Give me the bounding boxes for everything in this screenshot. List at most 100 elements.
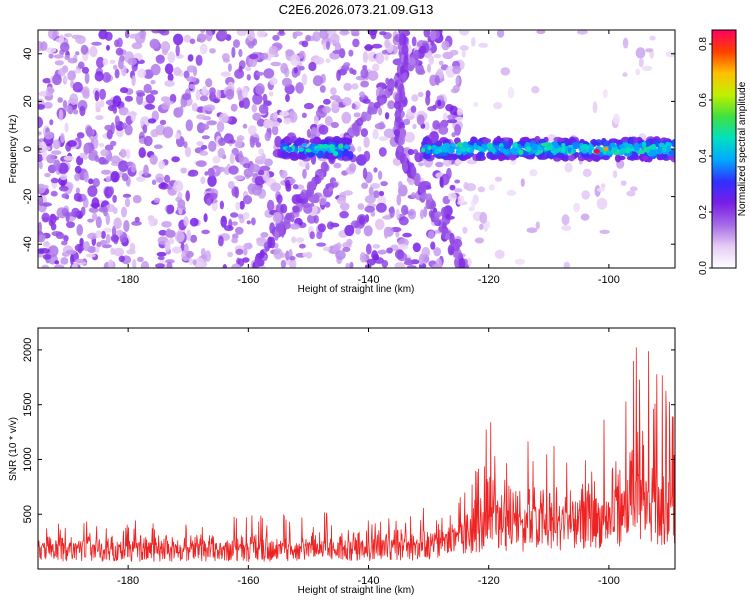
spectrogram-cell: [106, 44, 110, 51]
spectrogram-cell: [46, 154, 56, 164]
spectrogram-cell: [257, 86, 265, 94]
spectrogram-cell: [247, 125, 257, 136]
spectrogram-cell: [412, 242, 421, 253]
spectrogram-cell: [336, 69, 341, 82]
spectrogram-cell: [486, 151, 494, 159]
spectrogram-cell: [242, 212, 250, 220]
spectrogram-cell: [603, 147, 609, 151]
spectrogram-cell: [363, 225, 373, 237]
spectrogram-cell: [194, 257, 205, 268]
spectrogram-cell: [283, 117, 292, 125]
spectrogram-cell: [137, 256, 144, 262]
spectrogram-cell: [395, 208, 400, 219]
spectrogram-cell: [418, 69, 426, 75]
spectrogram-cell: [136, 92, 146, 97]
spectrogram-cell: [76, 155, 84, 166]
spectrogram-cell: [378, 190, 385, 197]
spectrogram-cell: [449, 49, 459, 56]
spectrogram-cell: [285, 250, 290, 261]
spectrogram-cell: [427, 63, 431, 73]
spectrogram-cell: [449, 148, 455, 154]
spectrogram-cell: [472, 194, 479, 205]
spectrogram-cell: [153, 144, 163, 149]
spectrogram-cell: [461, 155, 471, 160]
spectrogram-cell: [114, 115, 120, 126]
spectrogram-cell: [246, 220, 251, 225]
spectrogram-cell: [499, 146, 504, 153]
spectrogram-cell: [386, 247, 393, 254]
spectrogram-cell: [473, 142, 478, 150]
spectrogram-cell: [301, 112, 307, 119]
spectrogram-cell: [330, 33, 340, 44]
spectrogram-cell: [429, 30, 437, 41]
spectrogram-cell: [149, 38, 160, 49]
spectrogram-cell: [60, 257, 69, 265]
spectrogram-cell: [127, 57, 137, 66]
spectrogram-cell: [205, 30, 213, 42]
spectrogram-cell: [83, 171, 89, 183]
spectrogram-cell: [228, 165, 239, 175]
spectrogram-cell: [238, 48, 243, 58]
spectrogram-cell: [103, 205, 108, 217]
spectrogram-cell: [323, 98, 331, 105]
spectrogram-cell: [200, 123, 210, 131]
spectrogram-cell: [204, 171, 209, 176]
colorbar-tick-label: 0.0: [698, 261, 709, 275]
spectrogram-cell: [206, 120, 217, 126]
spectrogram-cell: [423, 30, 431, 38]
spectrogram-cell: [165, 228, 172, 237]
spectrogram-cell: [44, 131, 54, 140]
spectrogram-cell: [447, 192, 457, 201]
spectrogram-cell: [567, 147, 572, 153]
spectrogram-cell: [278, 30, 285, 35]
spectrogram-cell: [201, 135, 210, 140]
spectrogram-cell: [289, 110, 295, 117]
spectrogram-cell: [189, 217, 199, 227]
spectrogram-y-tick-label: -20: [22, 189, 34, 205]
spectrogram-cell: [445, 215, 455, 220]
spectrogram-cell: [222, 264, 227, 268]
spectrogram-cell: [635, 47, 646, 59]
spectrogram-cell: [167, 72, 174, 82]
spectrogram-cell: [339, 202, 350, 211]
spectrogram-cell: [494, 249, 505, 259]
spectrogram-cell: [406, 265, 417, 268]
spectrogram-heatmap: [38, 30, 675, 268]
spectrogram-x-tick-label: -100: [598, 274, 620, 286]
spectrogram-cell: [231, 185, 238, 197]
spectrogram-cell: [207, 175, 217, 187]
spectrogram-cell: [298, 160, 307, 167]
spectrogram-cell: [113, 217, 122, 230]
spectrogram-cell: [459, 45, 469, 51]
spectrogram-cell: [382, 215, 393, 220]
spectrogram-cell: [289, 256, 296, 261]
spectrogram-cell: [92, 178, 100, 188]
spectrogram-cell: [38, 90, 49, 97]
spectrogram-cell: [58, 185, 69, 192]
spectrogram-cell: [447, 114, 456, 120]
spectrogram-y-tick-label: 20: [22, 95, 34, 107]
spectrogram-cell: [48, 53, 54, 59]
spectrogram-cell: [158, 182, 169, 190]
spectrogram-cell: [231, 237, 239, 244]
spectrogram-cell: [371, 250, 378, 261]
spectrogram-cell: [568, 154, 575, 162]
spectrogram-cell: [411, 165, 417, 178]
spectrogram-cell: [326, 221, 335, 230]
spectrogram-cell: [451, 143, 456, 148]
spectrogram-cell: [423, 121, 430, 131]
spectrogram-cell: [118, 106, 129, 116]
spectrogram-cell: [262, 93, 268, 103]
spectrogram-cell: [638, 149, 645, 155]
spectrogram-cell: [284, 136, 290, 145]
spectrogram-cell: [241, 86, 248, 99]
spectrogram-cell: [425, 149, 431, 154]
spectrogram-cell: [263, 158, 273, 167]
spectrogram-cell: [447, 244, 455, 256]
spectrogram-cell: [453, 188, 463, 193]
spectrogram-cell: [397, 144, 403, 156]
spectrogram-cell: [285, 179, 291, 189]
spectrogram-cell: [134, 216, 140, 223]
spectrogram-cell: [41, 212, 50, 222]
spectrogram-cell: [183, 70, 190, 79]
